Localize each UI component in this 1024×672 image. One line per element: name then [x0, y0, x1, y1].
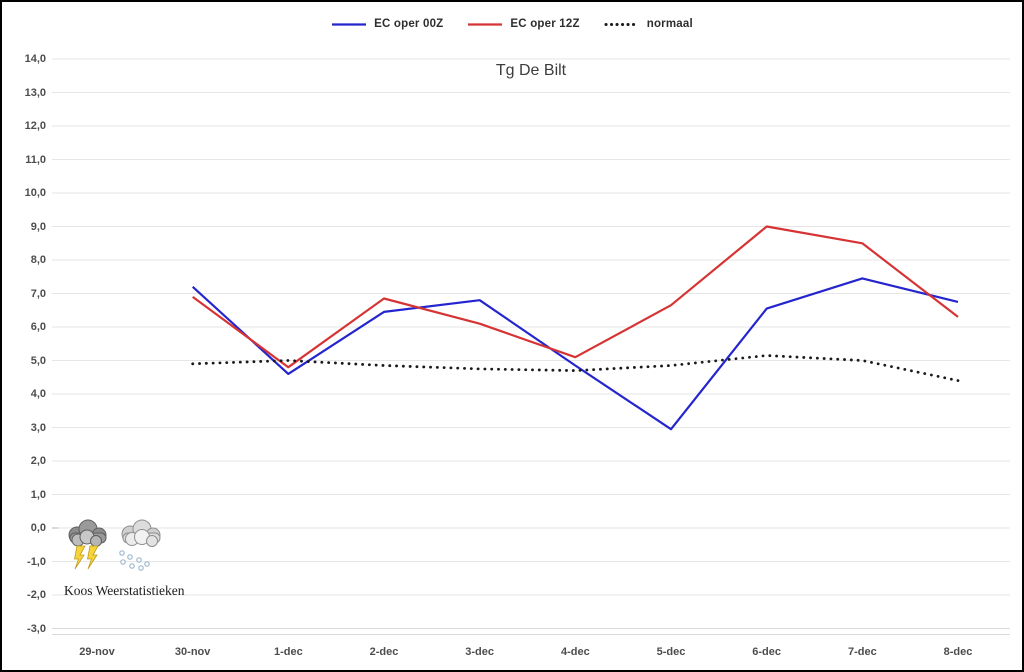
chart-title: Tg De Bilt	[495, 62, 567, 79]
y-axis-tick-label: 9,0	[30, 220, 46, 233]
legend-item-ec-oper-12z: EC oper 12Z	[467, 18, 580, 30]
legend-label: EC oper 00Z	[374, 18, 444, 30]
y-axis-tick-label: -3,0	[27, 622, 46, 635]
legend-label: EC oper 12Z	[510, 18, 580, 30]
y-axis-tick-label: 6,0	[30, 321, 46, 333]
y-axis-tick-label: 10,0	[24, 187, 46, 199]
chart-legend: EC oper 00Z EC oper 12Z normaal	[2, 18, 1022, 30]
y-axis-tick-label: 11,0	[25, 153, 46, 166]
legend-item-ec-oper-00z: EC oper 00Z	[331, 18, 443, 30]
x-axis-tick-label: 2-dec	[369, 646, 399, 658]
legend-line-sample-red	[468, 22, 503, 26]
thunderstorm-icon	[68, 519, 107, 570]
y-axis-tick-label: 12,0	[24, 120, 46, 132]
y-axis-tick-label: 14,0	[24, 53, 46, 65]
series-line-ec-oper-12z	[192, 225, 959, 369]
y-axis-tick-label: 13,0	[24, 86, 46, 99]
x-axis-tick-label: 6-dec	[752, 646, 782, 658]
x-axis-tick-label: 4-dec	[560, 646, 590, 658]
y-axis-tick-label: 5,0	[30, 354, 46, 367]
weather-icons	[64, 518, 165, 574]
y-axis-tick-label: 7,0	[30, 287, 46, 300]
credit-text: Koos Weerstatistieken	[64, 583, 185, 598]
x-axis-tick-label: 29-nov	[79, 646, 115, 658]
y-axis-tick-label: -1,0	[27, 555, 46, 568]
x-axis-tick-label: 30-nov	[174, 646, 211, 658]
y-axis-tick-label: 1,0	[30, 488, 46, 501]
series-line-ec-oper-00z	[191, 277, 959, 431]
x-axis-tick-label: 8-dec	[943, 646, 973, 658]
snow-shower-icon	[119, 519, 161, 571]
y-axis-tick-label: 2,0	[30, 455, 46, 467]
y-axis-tick-label: 0,0	[30, 522, 46, 534]
x-axis-tick-label: 5-dec	[656, 646, 686, 658]
x-axis-tick-label: 1-dec	[273, 646, 303, 658]
legend-line-sample-dotted	[604, 22, 640, 26]
y-axis-tick-label: 8,0	[30, 254, 46, 266]
legend-label: normaal	[646, 18, 693, 30]
series-line-normaal	[191, 354, 960, 383]
legend-line-sample-blue	[332, 22, 367, 26]
x-axis-tick-label: 7-dec	[847, 646, 877, 658]
y-axis-tick-label: 3,0	[30, 421, 46, 434]
legend-item-normaal: normaal	[604, 18, 693, 30]
y-axis-tick-label: -2,0	[27, 589, 46, 601]
x-axis-tick-label: 3-dec	[465, 646, 495, 658]
y-axis-tick-label: 4,0	[30, 388, 46, 400]
